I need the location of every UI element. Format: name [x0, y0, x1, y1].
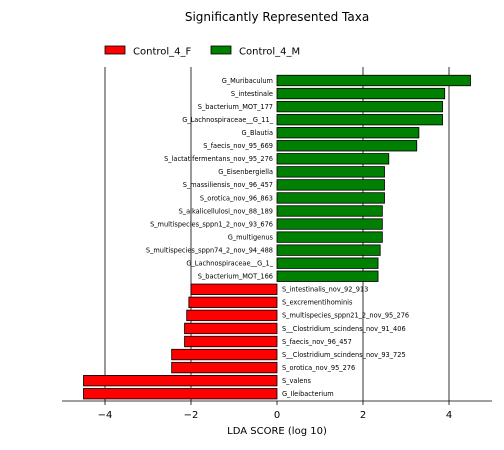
- bar: [171, 348, 278, 361]
- bar: [188, 296, 278, 309]
- x-tick-label: 2: [360, 410, 366, 421]
- x-tick-label: −2: [184, 410, 199, 421]
- x-tick-label: −4: [98, 410, 113, 421]
- bar-label: S_valens: [282, 377, 311, 385]
- bar-label: S_orotica_nov_95_276: [282, 364, 355, 372]
- bar: [276, 205, 383, 217]
- bar-label: S_bacterium_MOT_177: [198, 103, 273, 111]
- bar-labels: G_Muribaculum S_intestinale S_bacterium_MO…: [146, 77, 409, 398]
- bar: [184, 322, 278, 335]
- bar-label: S_faecis_nov_95_669: [203, 142, 273, 150]
- bar-label: G_multigenus: [228, 233, 274, 241]
- x-tick-label: 0: [274, 410, 280, 421]
- bar-label: G_Muribaculum: [222, 77, 273, 85]
- bar-label: S_intestinale: [231, 90, 273, 98]
- bar-label: G_Ileibacterium: [282, 390, 334, 398]
- bar: [276, 231, 383, 243]
- bar-label: S_massiliensis_nov_96_457: [183, 181, 273, 189]
- bar: [276, 153, 390, 165]
- bar: [276, 218, 383, 230]
- bar: [83, 374, 278, 387]
- bar: [190, 283, 278, 295]
- bar-label: G_Eisenbergiella: [218, 168, 273, 176]
- bar: [276, 244, 381, 256]
- bar: [276, 140, 418, 152]
- bar: [276, 257, 379, 269]
- bar: [184, 335, 278, 348]
- bar-label: S_multispecies_sppn21_2_nov_95_276: [282, 312, 409, 320]
- bars: [83, 74, 471, 400]
- legend: Control_4_F Control_4_M: [104, 45, 300, 58]
- bar: [171, 361, 278, 374]
- bar-label: S__Clostridium_scindens_nov_93_725: [282, 351, 406, 359]
- bar-label: S_excrementihominis: [282, 299, 353, 307]
- bar: [276, 270, 379, 282]
- x-axis-label: LDA SCORE (log 10): [227, 426, 327, 437]
- legend-label: Control_4_M: [239, 47, 300, 58]
- bar-label: S_multispecies_sppn74_2_nov_94_488: [146, 246, 273, 254]
- bar: [276, 192, 385, 204]
- bar: [276, 179, 385, 191]
- chart-title: Significantly Represented Taxa: [185, 10, 369, 24]
- bar-label: G_Lachnospiraceae__G_1_: [186, 260, 273, 268]
- bar-label: S_bacterium_MOT_166: [198, 273, 273, 281]
- bar: [276, 87, 446, 100]
- bar-label: S_faecis_nov_96_457: [282, 338, 352, 346]
- bar-label: S_orotica_nov_96_863: [200, 194, 273, 202]
- bar: [276, 166, 385, 178]
- legend-label: Control_4_F: [133, 47, 192, 58]
- bar: [276, 114, 443, 126]
- bar-label: G_Blautia: [242, 129, 273, 137]
- bar: [186, 309, 278, 322]
- bar: [276, 127, 420, 139]
- bar: [276, 74, 471, 87]
- bar-label: S_alkalicellulosi_nov_88_189: [179, 207, 273, 215]
- bar: [276, 100, 443, 113]
- x-axis: −4 −2 0 2 4: [62, 400, 492, 421]
- x-tick-label: 4: [446, 410, 452, 421]
- legend-swatch: [104, 45, 126, 55]
- bar-label: S__Clostridium_scindens_nov_91_406: [282, 325, 406, 333]
- bar: [83, 388, 278, 400]
- legend-swatch: [210, 45, 232, 55]
- bar-label: G_Lachnospiraceae__G_11_: [182, 116, 274, 124]
- bar-label: S_lactatifermentans_nov_95_276: [164, 155, 273, 163]
- bar-label: S_multispecies_sppn1_2_nov_93_676: [150, 220, 273, 228]
- bar-label: S_intestinalis_nov_92_913: [282, 286, 368, 294]
